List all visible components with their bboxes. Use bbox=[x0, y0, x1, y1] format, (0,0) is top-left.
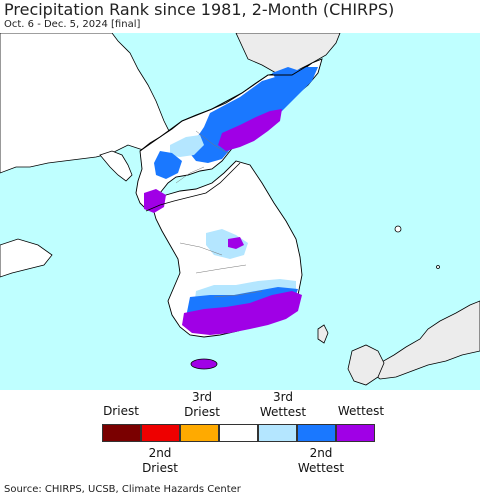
source-credit: Source: CHIRPS, UCSB, Climate Hazards Ce… bbox=[4, 484, 241, 495]
legend-swatch-3rd-wettest bbox=[258, 424, 297, 442]
legend-label-3rd-driest: 3rd Driest bbox=[184, 390, 220, 419]
province-lines bbox=[175, 130, 263, 298]
sk-wettest-small bbox=[228, 237, 244, 249]
sk-wet-central bbox=[206, 229, 248, 259]
legend-label-2nd-driest: 2nd Driest bbox=[142, 446, 178, 475]
tsushima bbox=[317, 324, 329, 344]
nk-3rd-wettest-patches bbox=[170, 135, 204, 157]
map-title: Precipitation Rank since 1981, 2-Month (… bbox=[4, 0, 395, 19]
shandong-coast bbox=[0, 238, 53, 278]
legend-label-wettest: Wettest bbox=[337, 404, 385, 418]
ulleungdo bbox=[394, 225, 402, 233]
jeju-island bbox=[190, 358, 218, 370]
sk-wettest-south bbox=[182, 291, 302, 335]
nk-wettest-southwest bbox=[144, 189, 166, 213]
dmz-border bbox=[145, 162, 241, 212]
legend-label-2nd-wettest: 2nd Wettest bbox=[297, 446, 345, 475]
legend-swatch-normal bbox=[219, 424, 258, 442]
legend-swatch-2nd-wettest bbox=[297, 424, 336, 442]
legend-swatch-2nd-driest bbox=[141, 424, 180, 442]
legend-label-3rd-wettest: 3rd Wettest bbox=[259, 390, 307, 419]
legend-label-driest: Driest bbox=[103, 404, 139, 418]
nk-wet-west bbox=[154, 151, 182, 179]
legend-swatch-wettest bbox=[336, 424, 375, 442]
nk-china-border bbox=[139, 62, 313, 152]
nk-wet-patch-north bbox=[272, 67, 300, 85]
legend-swatch-driest bbox=[102, 424, 141, 442]
map-subtitle: Oct. 6 - Dec. 5, 2024 [final] bbox=[4, 19, 141, 30]
nk-wettest-region bbox=[218, 109, 282, 151]
legend-swatch-3rd-driest bbox=[180, 424, 219, 442]
legend: Driest 3rd Driest 3rd Wettest Wettest 2n… bbox=[0, 390, 480, 480]
precipitation-rank-map bbox=[0, 33, 480, 390]
liaodong-peninsula bbox=[99, 150, 133, 182]
kyushu bbox=[347, 344, 385, 386]
dokdo bbox=[436, 265, 440, 269]
